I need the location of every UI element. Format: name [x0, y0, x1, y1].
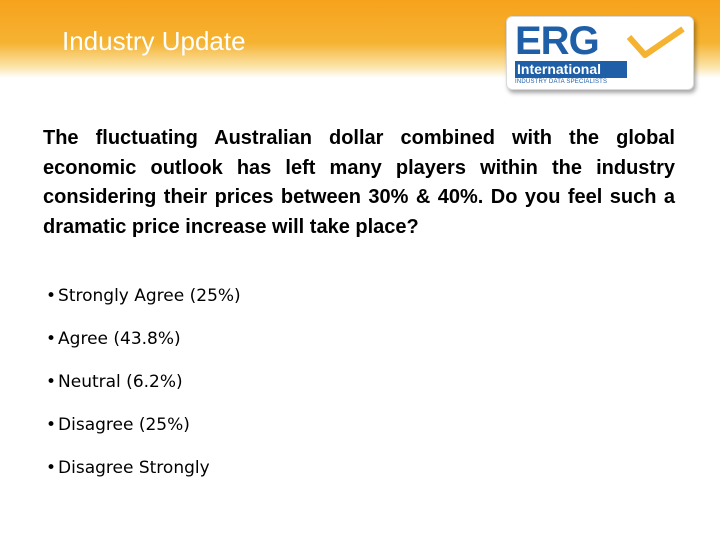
logo-name: ERG: [515, 19, 600, 63]
logo-check: [626, 26, 685, 58]
answer-list: Strongly Agree (25%)Agree (43.8%)Neutral…: [46, 281, 241, 496]
question-text: The fluctuating Australian dollar combin…: [43, 127, 675, 238]
slide-title: Industry Update: [62, 26, 246, 56]
answer-option: Disagree Strongly: [46, 453, 241, 496]
logo-subtitle: International: [515, 61, 627, 78]
logo: ERG International INDUSTRY DATA SPECIALI…: [506, 16, 694, 90]
answer-option: Disagree (25%): [46, 410, 241, 453]
answer-option: Neutral (6.2%): [46, 367, 241, 410]
answer-option: Agree (43.8%): [46, 324, 241, 367]
logo-tagline: INDUSTRY DATA SPECIALISTS: [515, 79, 608, 85]
header-band: Industry Update ERG International INDUST…: [0, 0, 720, 90]
answer-option: Strongly Agree (25%): [46, 281, 241, 324]
